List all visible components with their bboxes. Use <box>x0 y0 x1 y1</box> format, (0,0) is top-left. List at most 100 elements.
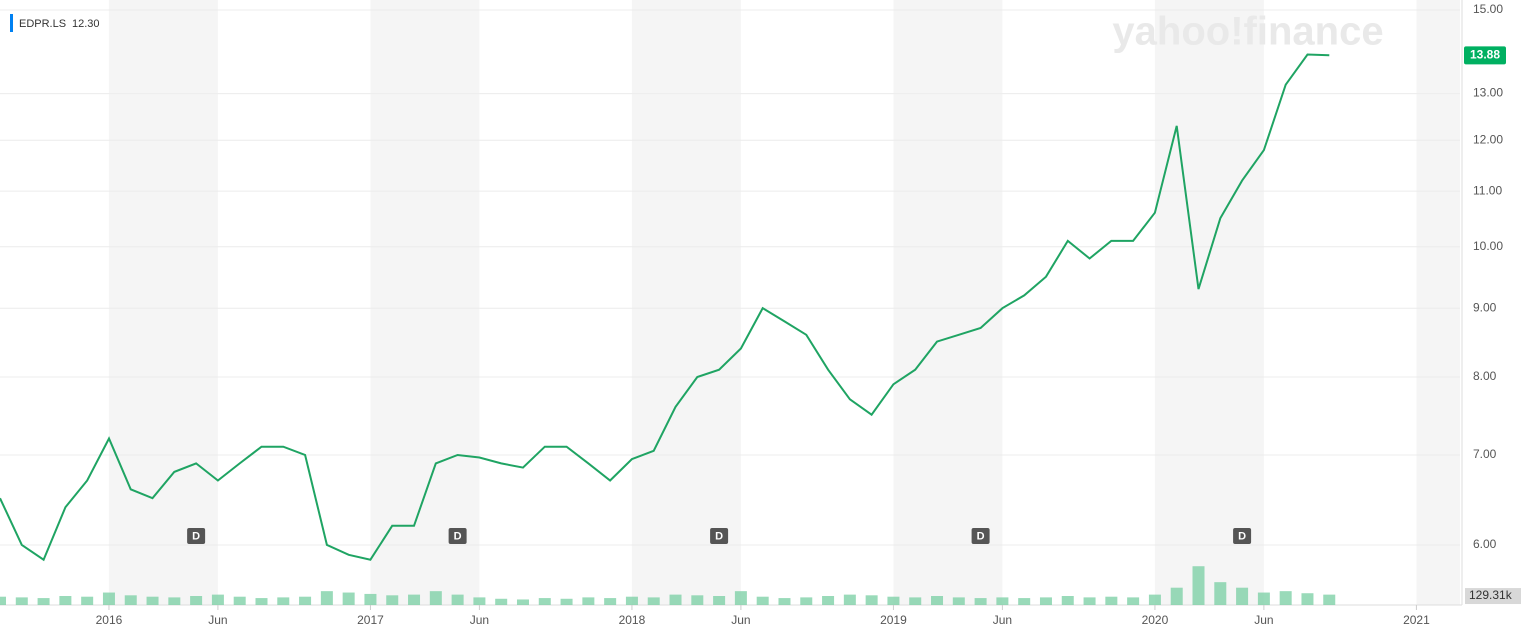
volume-bar <box>974 598 987 605</box>
volume-bar <box>1323 594 1336 605</box>
background <box>0 0 1460 605</box>
event-label: D <box>192 530 200 542</box>
y-tick-label: 8.00 <box>1473 369 1497 383</box>
volume-bar <box>582 597 595 605</box>
volume-bar <box>865 595 878 605</box>
period-shade <box>108 0 218 605</box>
volume-bar <box>37 598 50 605</box>
volume-bar <box>952 597 965 605</box>
y-tick-label: 6.00 <box>1473 537 1497 551</box>
volume-bar <box>320 591 333 605</box>
x-tick-label: Jun <box>470 613 489 627</box>
y-tick-label: 15.00 <box>1473 2 1503 16</box>
volume-bar <box>1170 587 1183 605</box>
x-tick-label: 2020 <box>1142 613 1169 627</box>
volume-bar <box>734 591 747 605</box>
volume-badge <box>1465 588 1521 605</box>
event-marker <box>448 528 467 544</box>
event-label: D <box>715 530 723 542</box>
price-badge <box>1464 46 1506 65</box>
volume-bar <box>342 592 355 605</box>
volume-bar <box>124 595 137 605</box>
volume-bar <box>168 597 181 605</box>
event-label: D <box>977 530 985 542</box>
volume-bar <box>1018 598 1031 605</box>
y-tick-label: 9.00 <box>1473 300 1497 314</box>
volume-bar <box>277 597 290 605</box>
volume-bar <box>429 591 442 605</box>
volume-bar <box>233 596 246 605</box>
x-tick-label: 2017 <box>357 613 384 627</box>
period-shade <box>893 0 1003 605</box>
volume-bar <box>931 596 944 605</box>
volume-bar <box>386 595 399 605</box>
volume-bar <box>102 592 115 605</box>
volume-bar <box>15 597 28 605</box>
volume-bar <box>1236 587 1249 605</box>
event-marker <box>1233 528 1252 544</box>
x-tick-label: 2018 <box>619 613 646 627</box>
legend-symbol: EDPR.LS <box>19 18 66 30</box>
volume-bar <box>625 596 638 605</box>
event-marker <box>971 528 990 544</box>
volume-bar <box>1214 582 1227 605</box>
price-badge-label: 13.88 <box>1470 48 1500 62</box>
legend-box <box>4 12 108 34</box>
event-label: D <box>454 530 462 542</box>
x-tick-label: Jun <box>993 613 1012 627</box>
volume-bar <box>669 594 682 605</box>
volume-bar <box>299 596 312 605</box>
period-shade <box>631 0 741 605</box>
volume-bar <box>800 597 813 605</box>
event-marker <box>710 528 729 544</box>
volume-bar <box>255 598 268 605</box>
legend-value: 12.30 <box>72 18 100 30</box>
y-tick-label: 13.00 <box>1473 86 1503 100</box>
volume-bar <box>451 594 464 605</box>
x-tick-label: 2019 <box>880 613 907 627</box>
volume-bar <box>756 596 769 605</box>
volume-bar <box>0 596 6 605</box>
volume-bar <box>604 598 617 605</box>
y-tick-label: 12.00 <box>1473 132 1503 146</box>
volume-label: 129.31k <box>1469 588 1513 602</box>
volume-bar <box>1105 596 1118 605</box>
volume-bar <box>146 596 159 605</box>
volume-bar <box>822 596 835 605</box>
volume-bar <box>81 596 94 605</box>
volume-bar <box>1127 597 1140 605</box>
volume-bar <box>909 597 922 605</box>
volume-bar <box>996 597 1009 605</box>
watermark: yahoo!finance <box>1112 10 1383 54</box>
x-tick-label: 2016 <box>96 613 123 627</box>
volume-bar <box>1148 594 1161 605</box>
volume-bar <box>778 598 791 605</box>
period-shade <box>1416 0 1460 605</box>
volume-bar <box>364 593 377 605</box>
x-tick-label: Jun <box>208 613 227 627</box>
x-tick-label: Jun <box>1254 613 1273 627</box>
volume-bar <box>190 596 203 605</box>
volume-bar <box>560 598 573 605</box>
volume-bar <box>1083 597 1096 605</box>
volume-bar <box>1039 597 1052 605</box>
y-tick-label: 7.00 <box>1473 447 1497 461</box>
volume-bar <box>516 599 529 605</box>
volume-bar <box>647 597 660 605</box>
y-tick-label: 11.00 <box>1473 183 1502 197</box>
volume-bar <box>1192 566 1205 605</box>
period-shade <box>1154 0 1264 605</box>
volume-bar <box>1279 591 1292 605</box>
volume-bar <box>713 596 726 605</box>
volume-bar <box>211 594 224 605</box>
volume-bar <box>1061 596 1074 605</box>
x-tick-label: Jun <box>731 613 750 627</box>
volume-bar <box>887 596 900 605</box>
price-line <box>0 53 1330 562</box>
volume-bar <box>473 597 486 605</box>
volume-bar <box>1257 592 1270 605</box>
volume-bar <box>59 596 72 605</box>
volume-bar <box>538 598 551 605</box>
volume-bar <box>1301 593 1314 605</box>
